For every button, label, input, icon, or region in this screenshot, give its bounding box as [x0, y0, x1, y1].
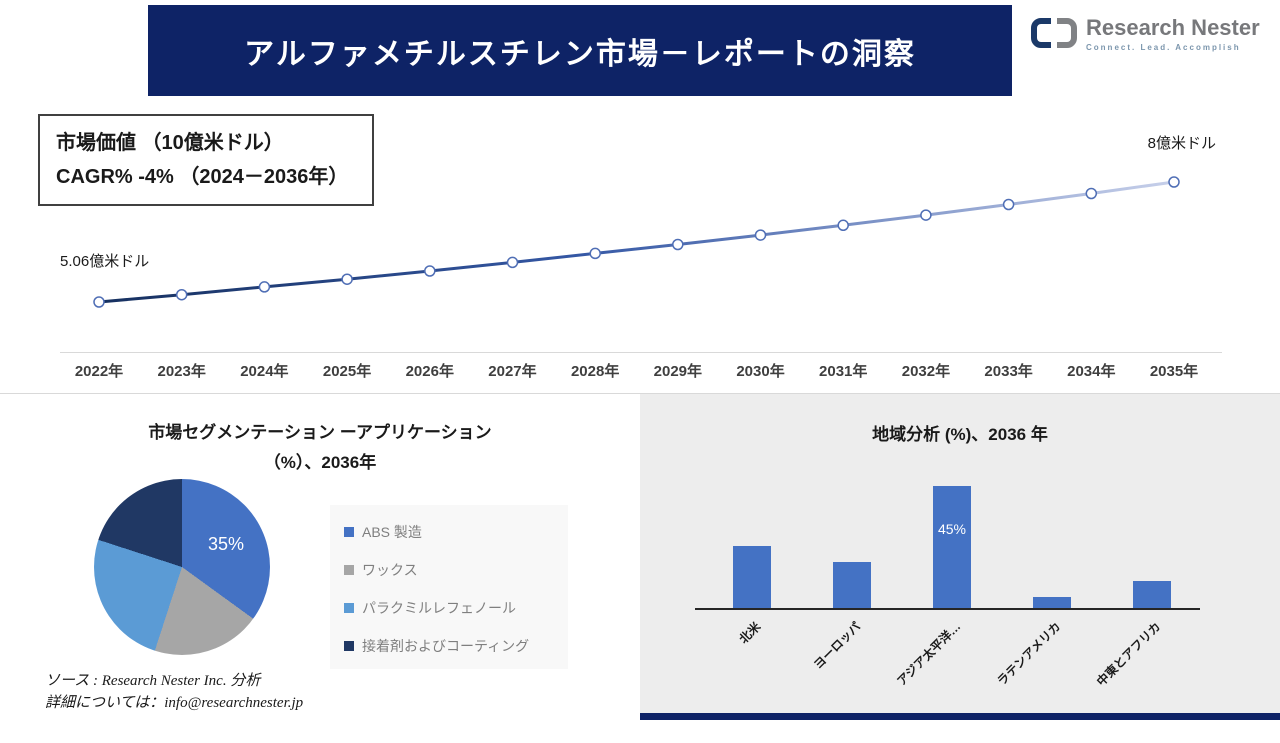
line-marker — [1002, 198, 1015, 211]
x-axis-label: 2033年 — [984, 363, 1033, 380]
line-marker — [754, 229, 767, 241]
chart-info-cagr: CAGR% -4% （2024－2036年） — [56, 166, 349, 188]
source-footer: ソース : Research Nester Inc. 分析 詳細については：in… — [45, 670, 303, 714]
line-start-value-label: 5.06億米ドル — [60, 253, 150, 270]
contact-line: 詳細については：info@researchnester.jp — [45, 695, 304, 711]
legend-item: ワックス — [330, 551, 568, 589]
infographic-root: アルファメチルスチレン市場－レポートの洞察 Research Nester Co… — [0, 5, 1280, 720]
line-marker — [672, 238, 684, 251]
line-marker — [424, 265, 436, 277]
bar-chart: 北米 ヨーロッパ 45% アジア太平洋… ラテンアメリカ 中東とアフリカ — [640, 394, 1280, 713]
legend-item: 接着剤およびコーティング — [330, 627, 568, 665]
pie-chart-title: 市場セグメンテーション ーアプリケーション （%）、2036年 — [0, 418, 640, 478]
region-bar — [1033, 597, 1071, 608]
x-axis-label: 2032年 — [901, 363, 951, 380]
line-marker — [341, 273, 353, 285]
legend-swatch — [344, 565, 354, 575]
region-bar — [833, 562, 871, 608]
legend-label: ABS 製造 — [362, 524, 422, 540]
x-axis-label: 2027年 — [488, 363, 537, 380]
x-axis-label: 2031年 — [819, 363, 868, 380]
bar-value-label: 45% — [937, 521, 967, 537]
x-axis-label: 2029年 — [653, 363, 703, 380]
logo-tagline: Connect. Lead. Accomplish — [1086, 43, 1241, 52]
research-nester-logo-icon — [1030, 16, 1078, 55]
line-marker — [1168, 176, 1180, 188]
pie-chart — [94, 479, 270, 655]
line-chart-canvas — [93, 176, 1180, 308]
region-bar — [1133, 581, 1171, 608]
logo-name: Research Nester — [1086, 15, 1260, 40]
page-title: アルファメチルスチレン市場－レポートの洞察 — [244, 37, 916, 71]
x-axis-label: 2030年 — [736, 363, 785, 380]
line-marker — [93, 296, 105, 308]
line-marker — [837, 219, 849, 232]
bar-baseline — [695, 608, 1200, 610]
line-marker — [1085, 187, 1098, 200]
legend-item: パラクミルレフェノール — [330, 589, 568, 627]
header-bar: アルファメチルスチレン市場－レポートの洞察 — [148, 5, 1012, 96]
x-axis-label: 2024年 — [240, 363, 289, 380]
line-series — [98, 180, 1175, 304]
bar-category-label: 中東とアフリカ — [1094, 619, 1164, 689]
legend-swatch — [344, 527, 354, 537]
x-axis-label: 2028年 — [570, 363, 620, 380]
line-marker — [506, 256, 519, 269]
legend-label: ワックス — [362, 562, 418, 578]
x-axis-label: 2035年 — [1149, 363, 1199, 380]
x-axis-label: 2026年 — [405, 363, 454, 380]
legend-item: ABS 製造 — [330, 513, 568, 551]
legend-swatch — [344, 603, 354, 613]
legend-label: 接着剤およびコーティング — [362, 638, 530, 654]
pie-slice-value-label: 35% — [207, 534, 245, 554]
x-axis-line — [60, 352, 1222, 353]
chart-info-title: 市場価値 （10億米ドル） — [56, 132, 284, 154]
pie-legend: ABS 製造 ワックスパラクミルレフェノール 接着剤およびコーティング — [330, 505, 568, 669]
pie-title-line1: 市場セグメンテーション ーアプリケーション — [148, 423, 492, 442]
line-end-value-label: 8億米ドル — [1147, 135, 1216, 152]
line-marker — [258, 281, 271, 293]
line-marker — [920, 209, 932, 221]
x-axis-label: 2022年 — [74, 363, 124, 380]
bottom-section: 市場セグメンテーション ーアプリケーション （%）、2036年 35% ABS … — [0, 394, 1280, 720]
regional-bar-panel: 地域分析 (%)、2036 年 北米 ヨーロッパ 45% アジア太平洋… ラテンアメリカ… — [640, 394, 1280, 720]
legend-label: パラクミルレフェノール — [362, 600, 516, 616]
chart-info-box: 市場価値 （10億米ドル） CAGR% -4% （2024－2036年） — [38, 114, 374, 206]
source-line: ソース : Research Nester Inc. 分析 — [45, 673, 261, 689]
x-axis-label: 2034年 — [1067, 363, 1116, 380]
pie-title-line2: （%）、2036年 — [263, 453, 377, 472]
market-value-line-chart: 市場価値 （10億米ドル） CAGR% -4% （2024－2036年） 8億米… — [0, 100, 1280, 394]
line-marker — [175, 288, 188, 301]
line-marker — [589, 247, 601, 260]
segmentation-pie-panel: 市場セグメンテーション ーアプリケーション （%）、2036年 35% ABS … — [0, 394, 640, 720]
brand-logo: Research Nester Connect. Lead. Accomplis… — [1030, 16, 1260, 55]
region-bar: 45% — [933, 486, 971, 608]
x-axis-label: 2025年 — [322, 363, 372, 380]
x-axis-label: 2023年 — [157, 363, 206, 380]
legend-swatch — [344, 641, 354, 651]
region-bar — [733, 546, 771, 608]
logo-text: Research Nester Connect. Lead. Accomplis… — [1086, 15, 1260, 53]
bar-chart-title: 地域分析 (%)、2036 年 — [872, 425, 1048, 444]
